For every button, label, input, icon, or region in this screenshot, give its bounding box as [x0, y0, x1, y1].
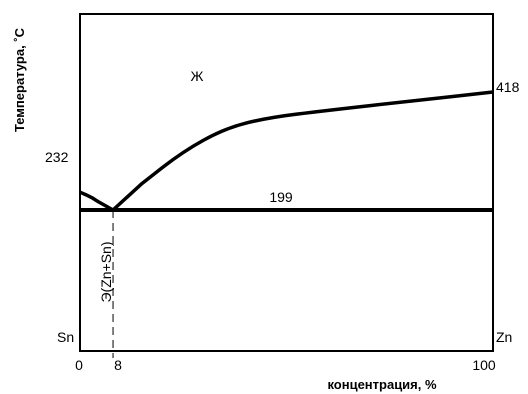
x-tick-label-8: 8: [114, 357, 122, 373]
component-sn-label: Sn: [57, 329, 74, 345]
liquid-region-label: Ж: [191, 68, 204, 84]
component-zn-label: Zn: [496, 329, 512, 345]
x-tick-label-0: 0: [75, 357, 83, 373]
zn-melting-point-label: 418: [496, 79, 520, 95]
sn-melting-point-label: 232: [45, 149, 69, 165]
eutectic-temperature-label: 199: [269, 189, 293, 205]
x-axis-label: концентрация, %: [327, 377, 437, 392]
plot-frame: [79, 13, 494, 352]
liquidus-curve: [79, 90, 494, 212]
x-tick-label-100: 100: [472, 357, 496, 373]
y-axis-label: Температура, ˚С: [12, 27, 27, 132]
eutectic-phase-label: Э(Zn+Sn): [98, 241, 114, 302]
